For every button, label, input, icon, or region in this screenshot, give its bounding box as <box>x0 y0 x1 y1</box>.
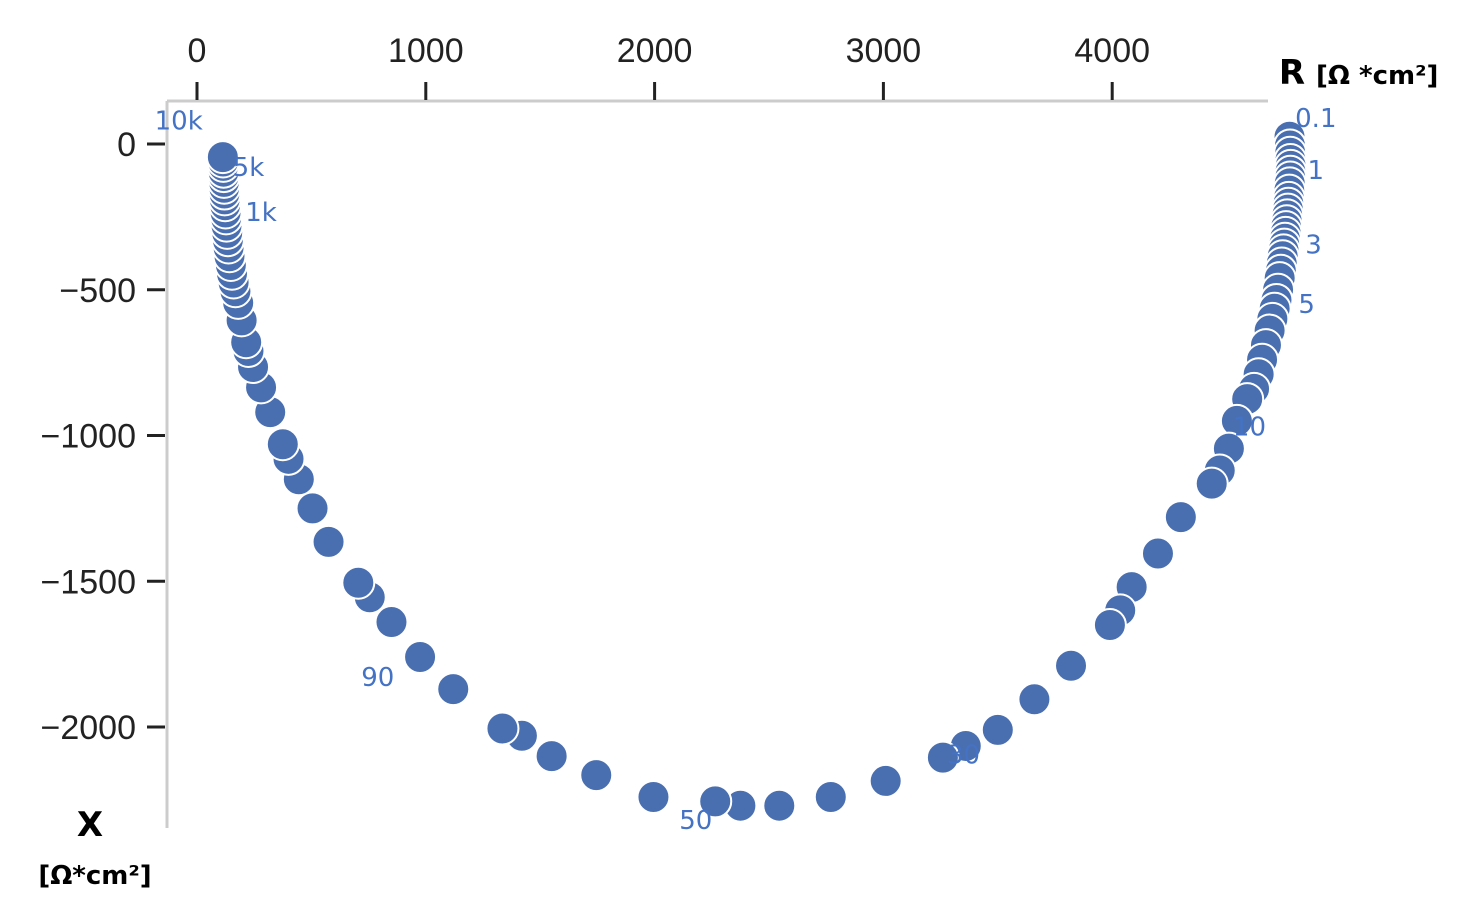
y-axis-unit: [Ω*cm²] <box>38 861 151 891</box>
frequency-label: 10 <box>1233 413 1266 443</box>
frequency-label: 10k <box>155 106 203 136</box>
frequency-label: 90 <box>361 663 394 693</box>
frequency-label: 30 <box>947 740 980 770</box>
frequency-label: 5 <box>1298 290 1315 320</box>
data-point <box>403 640 438 675</box>
axes: 0 1000 2000 3000 4000 0 −500 −1000 −1500 −2000 <box>41 32 1268 828</box>
data-point <box>762 788 797 823</box>
data-point <box>1092 607 1127 642</box>
y-tick-label: −500 <box>59 272 136 310</box>
data-point <box>1163 500 1198 535</box>
data-point <box>1140 536 1175 571</box>
frequency-label: 1 <box>1308 156 1325 186</box>
y-tick-label: −1500 <box>41 563 137 601</box>
data-point <box>205 140 240 175</box>
data-point <box>925 740 960 775</box>
frequency-label: 3 <box>1305 230 1322 260</box>
y-axis-title: X <box>77 805 103 845</box>
data-point <box>534 739 569 774</box>
x-tick-label: 0 <box>188 32 207 70</box>
frequency-label: 5k <box>233 153 265 183</box>
data-point <box>485 711 520 746</box>
data-point <box>1194 466 1229 501</box>
data-point <box>813 779 848 814</box>
data-point <box>980 712 1015 747</box>
x-axis-unit: [Ω *cm²] <box>1316 61 1438 91</box>
data-point <box>311 524 346 559</box>
frequency-label: 0.1 <box>1295 104 1336 134</box>
frequency-label: 1k <box>245 198 277 228</box>
data-point <box>698 784 733 819</box>
y-tick-label: −2000 <box>41 709 137 747</box>
frequency-labels: 0.1 1 3 5 10 30 50 90 1k 5k 10k <box>155 104 1337 836</box>
data-point <box>636 779 671 814</box>
data-points <box>205 119 1308 823</box>
frequency-label: 50 <box>679 806 712 836</box>
y-tick-label: 0 <box>117 126 136 164</box>
x-tick-label: 4000 <box>1074 32 1150 70</box>
y-tick-label: −1000 <box>41 418 137 456</box>
x-tick-label: 1000 <box>388 32 464 70</box>
data-point <box>1054 648 1089 683</box>
data-point <box>295 491 330 526</box>
data-point <box>265 427 300 462</box>
x-tick-label: 3000 <box>846 32 922 70</box>
data-point <box>341 565 376 600</box>
x-axis-title: R <box>1279 53 1305 93</box>
data-point <box>374 605 409 640</box>
data-point <box>436 672 471 707</box>
data-point <box>579 758 614 793</box>
x-tick-label: 2000 <box>617 32 693 70</box>
data-point <box>1017 682 1052 717</box>
data-point <box>868 763 903 798</box>
